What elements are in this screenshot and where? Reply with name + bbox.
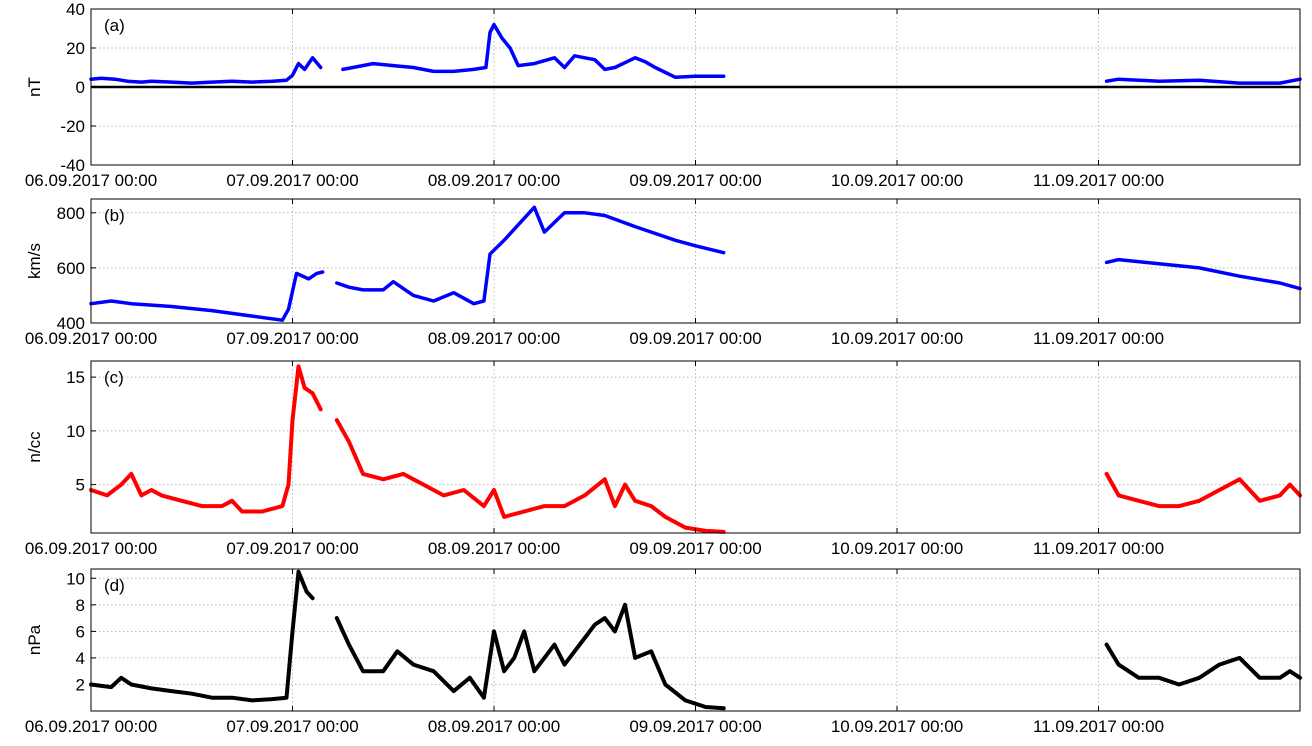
y-axis-label: nPa (25, 624, 44, 655)
panel-label: (a) (104, 16, 125, 35)
xtick-label: 09.09.2017 00:00 (629, 717, 761, 736)
xtick-label: 07.09.2017 00:00 (226, 329, 358, 348)
ytick-label: 2 (76, 675, 85, 694)
y-axis-label: n/cc (25, 431, 44, 463)
xtick-label: 10.09.2017 00:00 (831, 329, 963, 348)
xtick-label: 11.09.2017 00:00 (1033, 717, 1164, 736)
xtick-label: 11.09.2017 00:00 (1033, 171, 1164, 190)
panel-label: (b) (104, 206, 125, 225)
xtick-label: 06.09.2017 00:00 (25, 717, 157, 736)
panel-a: -40 -20 0 20 40 06.09.2017 00:00 07.09.2017 00… (25, 0, 1302, 190)
ytick-label: 8 (76, 596, 85, 615)
ytick-label: 10 (66, 422, 85, 441)
xtick-label: 07.09.2017 00:00 (226, 171, 358, 190)
y-axis-label: km/s (25, 243, 44, 279)
ytick-label: 20 (66, 39, 85, 58)
panel-b: 400 600 800 06.09.2017 00:00 07.09.2017 00:0… (25, 198, 1302, 348)
panel-c: 5 10 15 06.09.2017 00:00 07.09.2017 00:00 08.… (25, 360, 1302, 558)
xtick-label: 07.09.2017 00:00 (226, 539, 358, 558)
ytick-label: 15 (66, 368, 85, 387)
panel-d: 2 4 6 8 10 06.09.2017 00:00 07.09.2017 00:00 08… (25, 568, 1302, 736)
ytick-label: 400 (57, 314, 85, 333)
y-axis-label: nT (25, 77, 44, 97)
xtick-label: 08.09.2017 00:00 (428, 717, 560, 736)
xtick-label: 06.09.2017 00:00 (25, 329, 157, 348)
data-line-segment (1104, 471, 1302, 509)
data-line-segment (335, 205, 726, 306)
xtick-label: 08.09.2017 00:00 (428, 539, 560, 558)
panel-label: (d) (104, 576, 125, 595)
xtick-label: 06.09.2017 00:00 (25, 539, 157, 558)
ytick-label: 6 (76, 622, 85, 641)
data-line-segment (89, 569, 315, 703)
xtick-label: 09.09.2017 00:00 (629, 539, 761, 558)
data-line-segment (334, 602, 726, 711)
ytick-label: 5 (76, 476, 85, 495)
ytick-label: 800 (57, 204, 85, 223)
xtick-label: 11.09.2017 00:00 (1033, 329, 1164, 348)
xtick-label: 11.09.2017 00:00 (1033, 539, 1164, 558)
xtick-label: 10.09.2017 00:00 (831, 717, 963, 736)
xtick-label: 09.09.2017 00:00 (629, 329, 761, 348)
ytick-label: -20 (60, 117, 85, 136)
xtick-label: 10.09.2017 00:00 (831, 171, 963, 190)
ytick-label: 10 (66, 569, 85, 588)
ytick-label: 0 (76, 78, 85, 97)
panel-label: (c) (104, 368, 124, 387)
xtick-label: 08.09.2017 00:00 (428, 171, 560, 190)
ytick-label: 4 (76, 649, 85, 668)
ytick-label: -40 (60, 156, 85, 175)
data-line-segment (89, 56, 323, 85)
xtick-label: 10.09.2017 00:00 (831, 539, 963, 558)
data-line-segment (89, 364, 323, 514)
data-line-segment (1104, 257, 1302, 291)
ytick-label: 600 (57, 259, 85, 278)
xtick-label: 07.09.2017 00:00 (226, 717, 358, 736)
xtick-label: 09.09.2017 00:00 (629, 171, 761, 190)
ytick-label: 40 (66, 0, 85, 19)
xtick-label: 06.09.2017 00:00 (25, 171, 157, 190)
data-line-segment (341, 22, 726, 80)
data-line-segment (334, 418, 726, 534)
data-line-segment (1104, 642, 1302, 687)
data-line-segment (89, 270, 325, 322)
xtick-label: 08.09.2017 00:00 (428, 329, 560, 348)
data-line-segment (1104, 77, 1302, 85)
